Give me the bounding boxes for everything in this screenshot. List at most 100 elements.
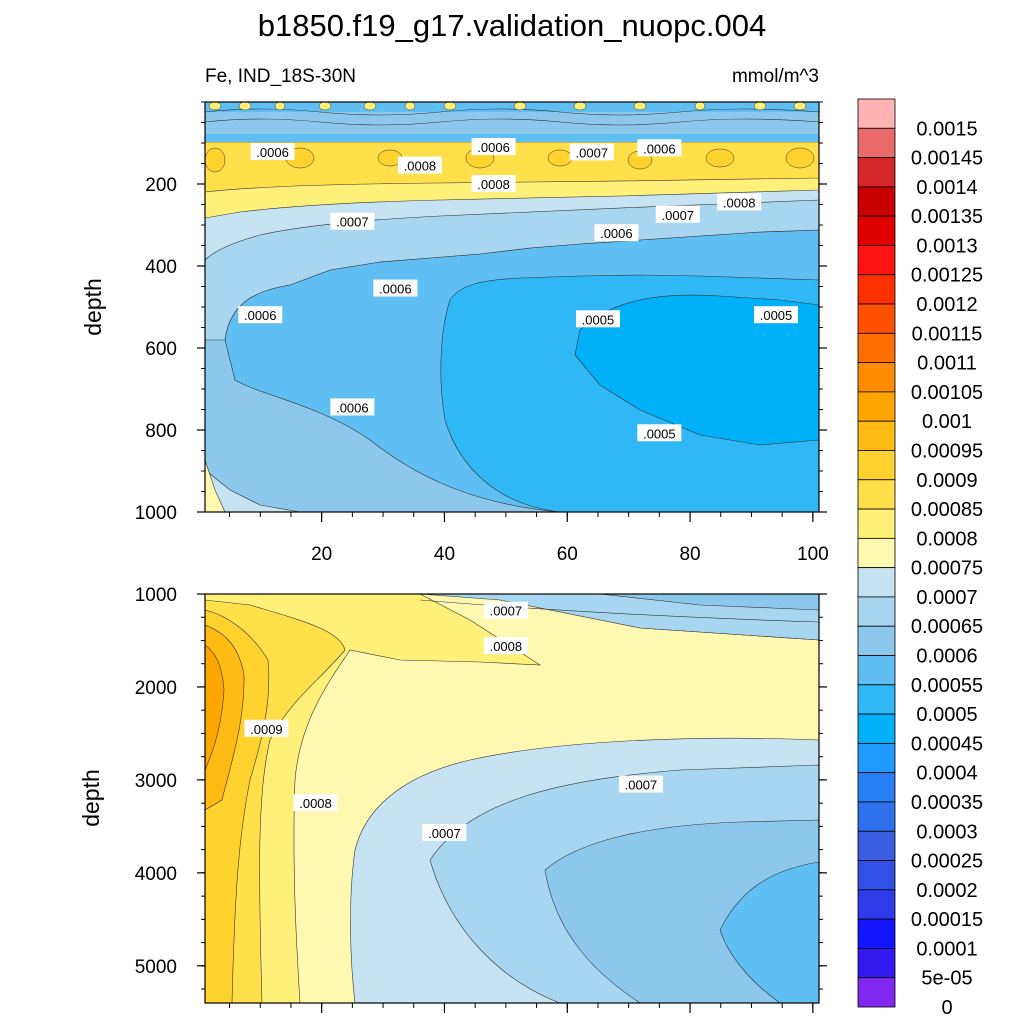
- contour-label: .0005: [575, 310, 620, 328]
- y-tick-label: 3000: [135, 771, 177, 792]
- colorbar-label: 0.0002: [916, 880, 977, 902]
- colorbar-label: 0.00015: [911, 909, 983, 931]
- contour-label-text: .0005: [643, 426, 676, 441]
- colorbar-label: 0.001: [922, 411, 972, 433]
- colorbar-label: 0.0011: [917, 353, 977, 375]
- colorbar-box: [857, 655, 896, 686]
- colorbar-label: 0.0003: [916, 821, 977, 843]
- lower-contour-fill: [205, 594, 819, 1003]
- contour-label-bg: [293, 794, 338, 812]
- colorbar-box: [857, 391, 896, 422]
- x-tick-label: 60: [557, 544, 578, 565]
- colorbar-box: [857, 215, 896, 246]
- contour-label: .0008: [293, 794, 338, 812]
- colorbar-label: 0.0007: [916, 587, 977, 609]
- contour-label: .0007: [422, 823, 467, 841]
- y-tick-label: 4000: [135, 864, 177, 885]
- contour-label: .0005: [754, 306, 799, 324]
- colorbar-box: [857, 772, 896, 803]
- contour-label-text: .0008: [299, 796, 332, 811]
- contour-label: .0007: [330, 212, 375, 230]
- colorbar-label: 0: [941, 997, 952, 1019]
- colorbar-label: 0.00065: [911, 616, 983, 638]
- chart-title: b1850.f19_g17.validation_nuopc.004: [258, 8, 767, 43]
- colorbar-label: 0.00135: [911, 206, 983, 228]
- colorbar-label: 0.0006: [916, 646, 977, 668]
- x-tick-label: 80: [679, 544, 700, 565]
- contour-label-text: .0005: [760, 308, 793, 323]
- contour-label-bg: [637, 424, 682, 442]
- contour-label-text: .0005: [582, 312, 615, 327]
- contour-label: .0006: [637, 139, 682, 157]
- contour-label: .0007: [618, 775, 663, 793]
- upper-contour-fill: [205, 102, 819, 512]
- contour-label-bg: [754, 306, 799, 324]
- contour-label-bg: [471, 175, 516, 192]
- lower-ylabel: depth: [78, 769, 104, 827]
- contour-label-bg: [483, 637, 528, 655]
- y-tick-label: 800: [145, 421, 177, 442]
- contour-label-text: .0007: [490, 604, 523, 619]
- colorbar-label: 0.00125: [911, 265, 983, 287]
- contour-label-text: .0008: [404, 159, 437, 174]
- colorbar-box: [857, 157, 896, 188]
- colorbar-box: [857, 567, 896, 598]
- colorbar-label: 0.00025: [911, 851, 983, 873]
- y-tick-label: 1000: [135, 503, 177, 524]
- contour-label-text: .0008: [477, 177, 510, 192]
- colorbar-box: [857, 948, 896, 979]
- contour-label-bg: [238, 306, 283, 324]
- colorbar-box: [857, 450, 896, 481]
- contour-label-bg: [397, 156, 442, 174]
- colorbar-box: [857, 742, 896, 774]
- units-label: mmol/m^3: [732, 66, 819, 87]
- contour-label: .0006: [250, 143, 295, 161]
- colorbar: 0.0015 0.00145 0.0014 0.00135 0.0013 0.00125 0…: [857, 98, 983, 1019]
- colorbar-label: 0.0013: [916, 235, 977, 257]
- colorbar-box: [857, 303, 896, 334]
- colorbar-label: 0.0015: [916, 118, 977, 140]
- contour-label: .0006: [238, 306, 283, 324]
- contour-label-bg: [244, 719, 289, 737]
- contour-label-bg: [618, 775, 663, 793]
- contour-label-bg: [422, 823, 467, 841]
- colorbar-box: [857, 977, 896, 1008]
- contour-label-bg: [575, 310, 620, 328]
- contour-label: .0006: [594, 224, 639, 242]
- contour-label: .0007: [483, 601, 528, 619]
- colorbar-label: 0.00145: [911, 148, 983, 170]
- variable-label: Fe, IND_18S-30N: [205, 66, 356, 87]
- colorbar-label: 5e-05: [921, 968, 972, 990]
- colorbar-box: [857, 801, 896, 832]
- colorbar-box: [857, 127, 896, 158]
- contour-label: .0008: [483, 637, 528, 655]
- contour-label-bg: [637, 139, 682, 157]
- colorbar-box: [857, 918, 896, 949]
- colorbar-label: 0.0005: [916, 704, 977, 726]
- contour-label-bg: [594, 224, 639, 242]
- contour-label-bg: [330, 398, 375, 416]
- colorbar-label: 0.00055: [911, 675, 983, 697]
- colorbar-box: [857, 420, 896, 451]
- contour-label: .0006: [330, 398, 375, 416]
- colorbar-box: [857, 684, 896, 715]
- contour-label-text: .0007: [336, 215, 369, 230]
- colorbar-box: [857, 274, 896, 305]
- contour-label-text: .0007: [662, 208, 695, 223]
- colorbar-label: 0.0001: [916, 938, 977, 960]
- colorbar-label: 0.00085: [911, 499, 983, 521]
- upper-ylabel: depth: [80, 278, 106, 336]
- contour-label-text: .0006: [643, 141, 676, 156]
- colorbar-box: [857, 479, 896, 510]
- colorbar-box: [857, 186, 896, 217]
- y-tick-label: 2000: [135, 678, 177, 699]
- contour-label-bg: [330, 212, 375, 230]
- y-tick-label: 600: [145, 339, 177, 360]
- colorbar-box: [857, 860, 896, 891]
- contour-label-text: .0007: [428, 826, 461, 841]
- contour-label-bg: [471, 138, 516, 156]
- colorbar-box: [857, 537, 896, 569]
- contour-label-text: .0008: [723, 195, 756, 210]
